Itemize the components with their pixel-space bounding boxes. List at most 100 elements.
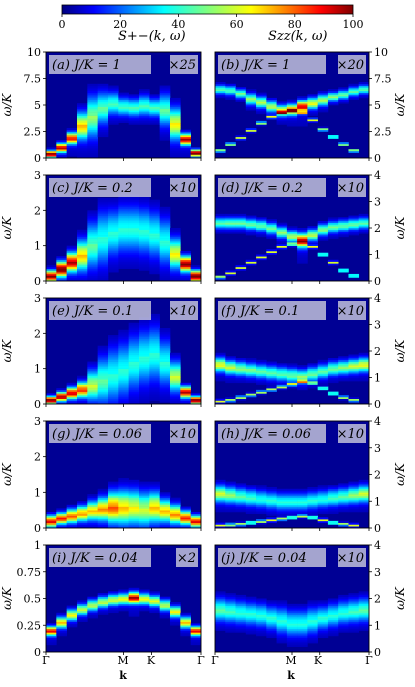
heatmap-cell <box>66 149 78 152</box>
heatmap-cell <box>180 508 191 511</box>
heatmap-cell <box>128 261 140 264</box>
heatmap-cell <box>128 351 140 354</box>
heatmap-cell <box>245 96 257 99</box>
heatmap-cell <box>118 240 129 243</box>
heatmap-cell <box>190 154 201 157</box>
heatmap-cell <box>97 212 109 215</box>
heatmap-cell <box>139 515 150 518</box>
heatmap-cell <box>128 206 140 209</box>
heatmap-cell <box>149 213 160 216</box>
heatmap-cell <box>87 147 98 150</box>
heatmap-cell <box>266 503 277 506</box>
heatmap-cell <box>66 395 78 398</box>
heatmap-cell <box>108 372 119 375</box>
heatmap-cell <box>348 228 360 231</box>
heatmap-cell <box>56 152 67 155</box>
heatmap-cell <box>56 515 67 518</box>
heatmap-cell <box>118 486 129 490</box>
heatmap-cell <box>66 152 78 155</box>
heatmap-cell <box>77 258 88 261</box>
heatmap-cell <box>46 519 57 522</box>
heatmap-cell <box>149 398 160 401</box>
heatmap-cell <box>286 510 298 513</box>
heatmap-cell <box>256 607 267 610</box>
heatmap-cell <box>108 402 119 404</box>
heatmap-cell <box>225 400 236 403</box>
heatmap-cell <box>159 206 171 209</box>
heatmap-cell <box>108 610 119 614</box>
heatmap-cell <box>358 481 369 484</box>
heatmap-cell <box>180 627 191 630</box>
heatmap-cell <box>190 520 201 523</box>
multiplier-box <box>170 55 198 74</box>
heatmap-cell <box>256 370 267 373</box>
heatmap-cell <box>97 87 109 90</box>
heatmap-cell <box>87 154 98 157</box>
heatmap-cell <box>266 612 277 615</box>
heatmap-cell <box>276 616 288 619</box>
heatmap-cell <box>46 632 57 635</box>
heatmap-cell <box>170 607 181 610</box>
heatmap-cell <box>256 488 267 491</box>
heatmap-cell <box>297 517 308 520</box>
heatmap-cell <box>307 379 318 382</box>
heatmap-cell <box>170 238 181 241</box>
heatmap-cell <box>286 621 298 624</box>
heatmap-cell <box>128 356 140 359</box>
heatmap-cell <box>149 522 160 525</box>
heatmap-cell <box>159 511 171 515</box>
heatmap-cell <box>149 229 160 232</box>
heatmap-cell <box>66 384 78 387</box>
heatmap-cell <box>139 252 150 255</box>
heatmap-cell <box>215 591 226 594</box>
heatmap-cell <box>46 272 57 275</box>
heatmap-cell <box>297 259 308 262</box>
heatmap-cell <box>307 110 318 113</box>
heatmap-cell <box>87 506 98 509</box>
heatmap-cell <box>190 270 201 273</box>
multiplier-label: ×10 <box>169 304 196 319</box>
heatmap-cell <box>149 368 160 371</box>
heatmap-cell <box>358 483 369 486</box>
heatmap-cell <box>276 363 288 366</box>
heatmap-cell <box>128 372 140 375</box>
heatmap-cell <box>327 261 339 264</box>
heatmap-cell <box>139 598 150 601</box>
heatmap-cell <box>225 368 236 371</box>
heatmap-cell <box>180 396 191 399</box>
heatmap-cell <box>128 479 140 482</box>
heatmap-cell <box>46 627 57 630</box>
colorbar-tick-label: 0 <box>59 18 66 31</box>
heatmap-cell <box>128 212 140 215</box>
heatmap-cell <box>77 240 88 243</box>
heatmap-cell <box>256 520 267 523</box>
heatmap-cell <box>170 402 181 404</box>
heatmap-cell <box>118 388 129 391</box>
heatmap-cell <box>180 395 191 398</box>
heatmap-cell <box>97 270 109 273</box>
heatmap-cell <box>149 238 160 241</box>
heatmap-cell <box>128 488 140 491</box>
heatmap-cell <box>297 365 308 368</box>
heatmap-cell <box>77 117 88 120</box>
heatmap-cell <box>297 628 308 631</box>
heatmap-cell <box>139 526 150 528</box>
multiplier-label: ×10 <box>337 181 364 196</box>
heatmap-cell <box>159 243 171 246</box>
heatmap-cell <box>297 242 308 245</box>
heatmap-cell <box>327 361 339 364</box>
heatmap-cell <box>297 229 308 232</box>
heatmap-cell <box>190 275 201 278</box>
heatmap-cell <box>108 492 119 495</box>
heatmap-cell <box>307 120 318 123</box>
heatmap-cell <box>97 103 109 106</box>
heatmap-cell <box>317 368 329 371</box>
heatmap-cell <box>225 222 236 225</box>
heatmap-cell <box>276 245 288 248</box>
heatmap-cell <box>266 602 277 605</box>
x-tick-labels-right: Γ M K Γ k <box>211 654 373 682</box>
heatmap-cell <box>225 607 236 610</box>
heatmap-cell <box>97 256 109 259</box>
heatmap-cell <box>118 524 129 527</box>
colorbar-gradient <box>61 4 354 15</box>
